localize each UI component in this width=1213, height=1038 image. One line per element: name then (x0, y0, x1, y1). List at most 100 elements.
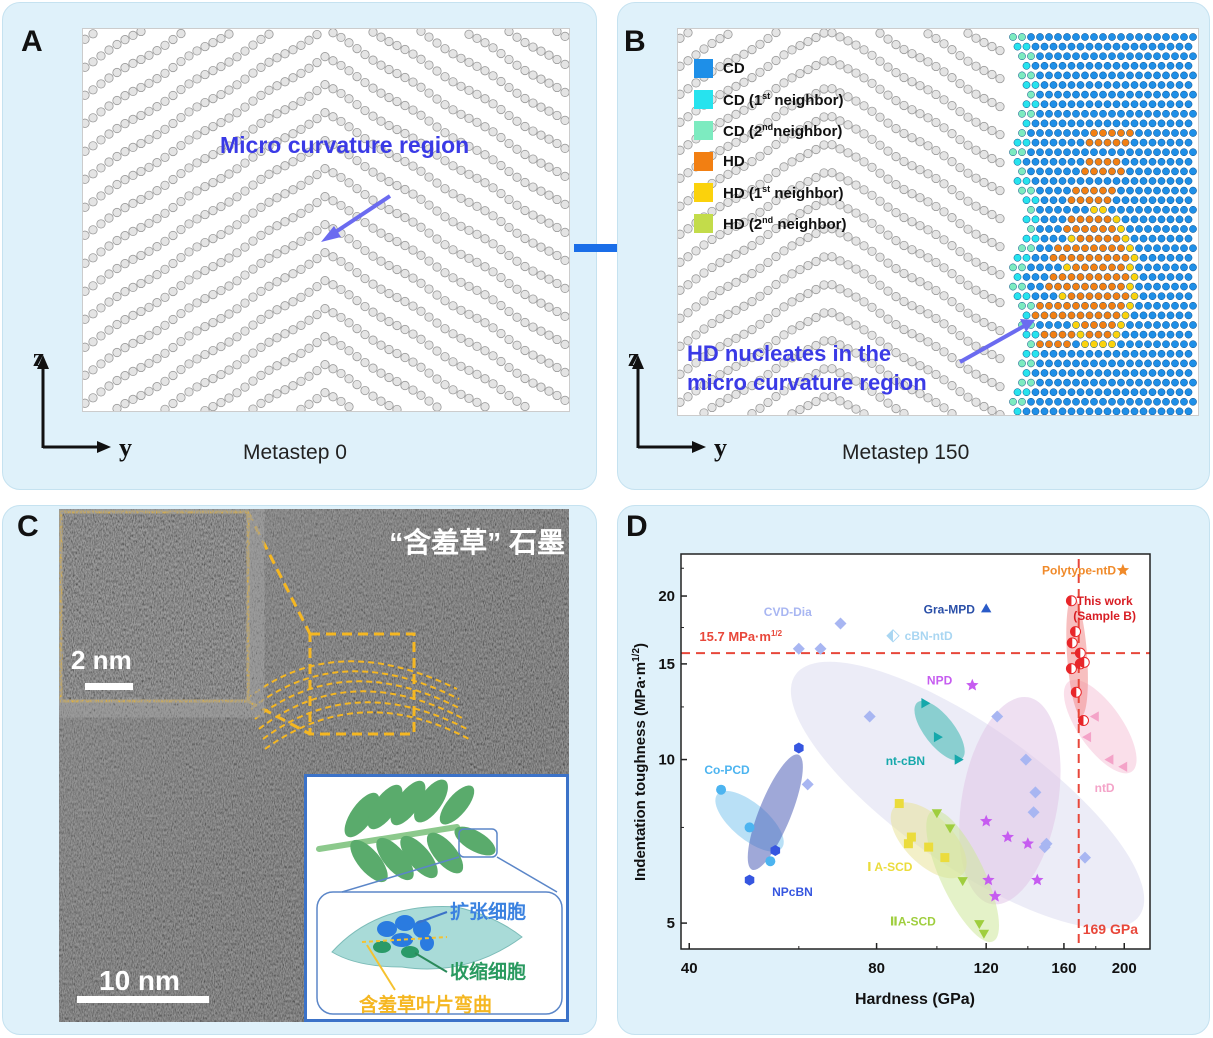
legend-item: HD (694, 146, 847, 177)
z-axis-label: z (628, 343, 640, 372)
data-point (957, 877, 968, 887)
y-tick-label: 10 (658, 752, 675, 769)
data-point (765, 856, 776, 867)
data-point (863, 710, 876, 723)
region--a-scd (926, 810, 1000, 943)
lattice-fringe-lines (246, 660, 470, 750)
data-point (744, 822, 755, 833)
data-point (834, 617, 847, 630)
data-point (981, 603, 992, 613)
data-point-fill (1078, 715, 1084, 726)
hardness-reference-label: 169 GPa (1083, 921, 1138, 937)
axis-arrows-icon (37, 355, 111, 453)
panel-d-label: D (626, 510, 648, 543)
carbon-atom-chains (678, 29, 1005, 415)
panel-a-label: A (21, 25, 43, 58)
data-point (716, 784, 727, 795)
y-tick-label: 5 (667, 915, 675, 932)
data-point (1027, 806, 1040, 819)
carbon-atom-chains (83, 29, 569, 411)
data-point (978, 929, 990, 939)
legend-swatch (694, 90, 713, 109)
data-point (921, 698, 931, 709)
data-point (894, 799, 904, 809)
data-point (792, 642, 805, 655)
legend-swatch (694, 183, 713, 202)
series-cvd-dia (792, 617, 1091, 864)
y-tick-label: 15 (658, 656, 675, 673)
series-npcbn (744, 742, 804, 886)
panel-a-atom-structure: Micro curvature region (82, 28, 570, 412)
series-label: Ⅰ A-SCD (867, 860, 913, 874)
data-point (1104, 754, 1114, 765)
x-axis-title: Hardness (GPa) (855, 991, 975, 1008)
y-axis-label: y (714, 433, 727, 462)
data-point-fill (1070, 626, 1076, 637)
legend-label: HD (723, 153, 745, 170)
x-tick-label: 160 (1051, 960, 1076, 977)
tem-title: “含羞草” 石墨 (389, 527, 565, 558)
data-point (1019, 753, 1032, 766)
data-point-fill (1067, 637, 1073, 648)
inset-scale-label: 2 nm (71, 645, 132, 675)
hd-nucleation-label: HD nucleates in the micro curvature regi… (687, 339, 927, 397)
expanding-cells-label: 扩张细胞 (450, 902, 527, 923)
panel-c-label: C (17, 510, 39, 543)
series-ntd (1082, 711, 1128, 772)
data-point (1079, 851, 1091, 864)
series-polytype-ntd (1116, 563, 1130, 576)
region-npcbn (747, 754, 803, 871)
data-point (794, 742, 804, 754)
data-point (903, 839, 913, 849)
y-axis-label: y (119, 433, 132, 462)
series-label: NPD (927, 674, 953, 688)
data-point-fill (1079, 657, 1085, 668)
panel-d: D CVD-Dia Co-PCD NPcBN nt-cBN NPD Ⅰ A-SCD ⅡA-S… (617, 505, 1210, 1035)
data-point (1029, 786, 1042, 799)
panel-b-atom-structure: CD CD (1st neighbor) CD (2ndneighbor) HD HD … (677, 28, 1199, 416)
series--a-scd (931, 809, 990, 939)
data-point-fill (1071, 687, 1077, 698)
y-tick-label: 20 (658, 588, 675, 605)
data-point (966, 678, 979, 691)
data-point (1082, 731, 1092, 743)
data-point-fill (1075, 648, 1081, 659)
x-tick-label: 40 (681, 960, 698, 977)
mimosa-diagram-inset: 扩张细胞 收缩细胞 含羞草叶片弯曲 (304, 774, 569, 1022)
panel-b-label: B (624, 25, 646, 58)
data-point-fill (1066, 595, 1072, 606)
data-point (801, 778, 814, 791)
series-label: ntD (1095, 781, 1115, 795)
data-point (982, 873, 995, 886)
legend-label: HD (1st neighbor) (723, 183, 844, 202)
series-npd (966, 678, 1044, 902)
annotation-arrow-icon (321, 194, 392, 242)
data-point (770, 845, 781, 856)
legend-item: CD (2ndneighbor) (694, 115, 847, 146)
data-point-fill (1066, 663, 1072, 674)
panel-b: B CD CD (1st neighbor) CD (2ndneighbor) HD H… (617, 2, 1210, 490)
series-gra-mpd (981, 603, 992, 613)
data-point (991, 710, 1004, 723)
legend-item: HD (2nd neighbor) (694, 208, 847, 239)
phase-legend: CD CD (1st neighbor) CD (2ndneighbor) HD HD … (694, 53, 847, 239)
legend-item: HD (1st neighbor) (694, 177, 847, 208)
data-point (931, 809, 943, 819)
diamond-lattice (1009, 33, 1197, 415)
series-label: Gra-MPD (924, 602, 976, 616)
series-this-work (1065, 595, 1090, 727)
series-label: nt-cBN (886, 754, 925, 768)
data-point (940, 853, 950, 863)
x-tick-label: 200 (1112, 960, 1137, 977)
panel-c: C “含羞草” 石墨 2 nm 10 nm (2, 505, 597, 1035)
legend-swatch (694, 121, 713, 140)
legend-label: CD (723, 60, 745, 77)
region-nt-cbn (914, 700, 965, 761)
inset-scale-bar (85, 683, 133, 690)
contracting-cells-label: 收缩细胞 (450, 962, 527, 983)
data-point (1089, 711, 1099, 722)
legend-item: CD (1st neighbor) (694, 84, 847, 115)
micro-curvature-label: Micro curvature region (220, 132, 470, 158)
hd-nucleation-line1: HD nucleates in the (687, 341, 892, 366)
data-point (1001, 830, 1014, 843)
